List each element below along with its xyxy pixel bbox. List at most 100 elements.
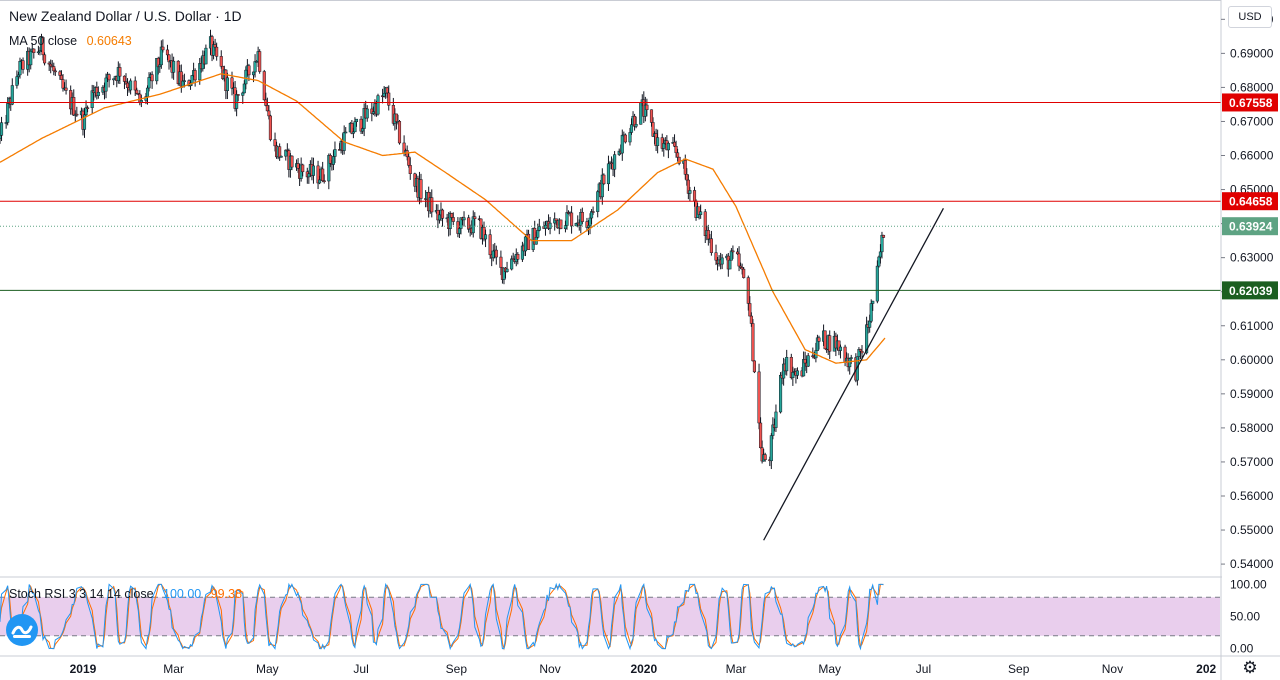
candle-body (672, 142, 677, 147)
stoch-legend-d: 99.38 (210, 587, 243, 601)
candle-body (527, 233, 531, 250)
candle-body (139, 100, 143, 103)
ma-legend-label: MA 50 close (9, 34, 78, 48)
candle-body (125, 82, 130, 88)
candle-body (408, 165, 412, 174)
candle-body (749, 315, 753, 324)
price-axis-label: 0.68000 (1230, 80, 1274, 94)
price-tag-label: 0.64658 (1229, 195, 1273, 209)
candle-body (483, 234, 488, 240)
candle-body (190, 75, 194, 84)
candle-body (683, 160, 687, 175)
stoch-legend-k: 100.00 (163, 587, 202, 601)
candle-body (133, 80, 137, 91)
candle-body (241, 92, 245, 96)
candle-body (244, 69, 248, 85)
candle-body (301, 164, 305, 173)
candle-body (321, 168, 325, 181)
candle-body (629, 124, 634, 133)
chart-title: New Zealand Dollar / U.S. Dollar · 1D (9, 8, 242, 24)
candle-body (182, 80, 186, 82)
time-axis-label: Mar (163, 662, 184, 676)
candle-body (328, 155, 332, 164)
candle-body (365, 108, 369, 119)
candle-body (757, 371, 761, 424)
candle-body (333, 149, 337, 157)
price-axis-label: 0.58000 (1230, 421, 1274, 435)
candle-body (354, 118, 359, 122)
candle-body (147, 77, 151, 89)
horizontal-levels (0, 101, 1221, 291)
candle-body (868, 320, 872, 328)
candle-body (96, 91, 100, 96)
candle-body (247, 65, 251, 76)
candle-body (258, 51, 262, 72)
candle-body (494, 249, 498, 258)
candle-body (499, 256, 503, 268)
price-tag-label: 0.62039 (1229, 284, 1273, 298)
time-axis-label: Jul (916, 662, 931, 676)
price-axis-label: 0.66000 (1230, 149, 1274, 163)
candle-body (371, 111, 375, 114)
candle-body (676, 152, 680, 158)
candle-body (714, 252, 718, 261)
price-axis-label: 0.61000 (1230, 319, 1274, 333)
candle-body (29, 50, 33, 66)
candle-body (419, 179, 423, 199)
time-axis-label: May (256, 662, 279, 676)
currency-button[interactable]: USD (1228, 6, 1272, 28)
ma50-series (0, 73, 886, 364)
time-axis-label: Sep (446, 662, 468, 676)
candle-body (16, 74, 20, 77)
candle-body (709, 238, 713, 253)
candle-body (397, 121, 402, 144)
candle-body (49, 63, 53, 67)
candle-body (61, 79, 65, 89)
price-tag (1222, 217, 1278, 236)
candle-body (537, 226, 541, 231)
candle-body (720, 257, 724, 265)
price-axis-label: 0.57000 (1230, 455, 1274, 469)
stoch-k-line (0, 582, 884, 651)
trendline[interactable] (763, 207, 944, 541)
candle-body (405, 150, 409, 158)
candle-body (161, 46, 165, 51)
candle-body (193, 70, 197, 81)
candle-body (817, 337, 821, 342)
candle-body (150, 74, 154, 82)
candle-body (785, 357, 789, 372)
candle-body (213, 44, 217, 48)
time-axis-label: 2020 (630, 662, 657, 676)
candle-body (322, 180, 326, 182)
candle-body (382, 92, 386, 97)
candle-body (649, 109, 654, 123)
tradingview-logo-icon[interactable] (6, 614, 38, 646)
candle-body (677, 156, 681, 164)
candle-body (748, 303, 752, 317)
time-axis-label: 202 (1196, 662, 1216, 676)
candle-body (230, 77, 234, 89)
candle-body (731, 250, 735, 253)
price-tag (1222, 281, 1278, 300)
candle-body (387, 92, 391, 106)
candle-body (656, 137, 660, 146)
candle-body (752, 360, 756, 373)
candle-body (267, 110, 271, 117)
candle-body (462, 217, 466, 221)
candle-body (838, 346, 843, 351)
stoch-band-fill (0, 597, 1220, 636)
candle-body (75, 113, 79, 116)
candle-body (311, 165, 316, 176)
candle-body (318, 179, 322, 184)
candle-body (860, 350, 864, 354)
candle-body (510, 258, 514, 270)
candle-body (129, 80, 133, 91)
candle-body (674, 145, 678, 154)
candle-body (118, 67, 122, 77)
gear-icon[interactable]: ⚙ (1242, 658, 1258, 677)
candle-body (437, 214, 441, 221)
time-axis-label: May (818, 662, 841, 676)
price-tag (1222, 93, 1278, 112)
stoch-band (0, 596, 1220, 637)
